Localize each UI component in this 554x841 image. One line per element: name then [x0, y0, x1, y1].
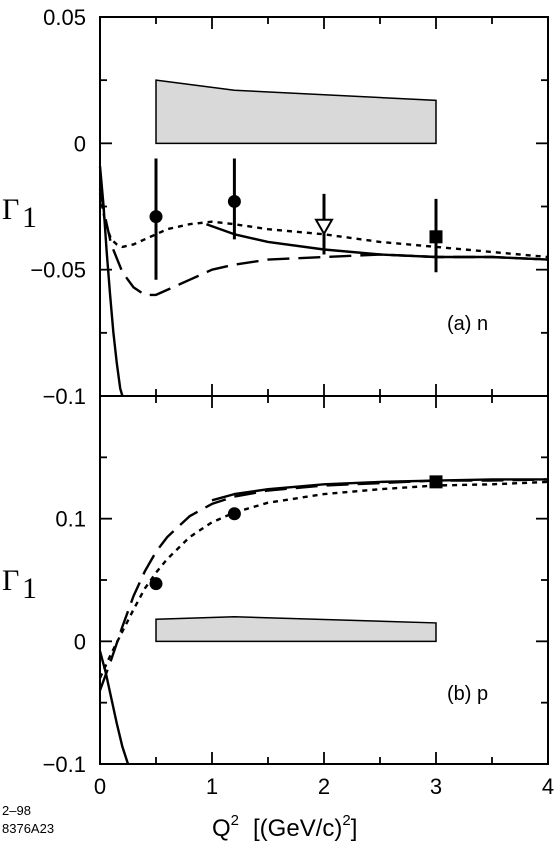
proton-ytick-label: 0	[74, 629, 86, 654]
x-axis-label-q: Q	[212, 815, 231, 841]
proton-y-axis-label: Γ	[2, 564, 19, 597]
proton-systematic-band	[155, 616, 437, 643]
proton-ytick-label: 0.1	[55, 507, 86, 532]
proton-xtick-label: 4	[542, 774, 554, 799]
neutron-y-axis-label: Γ	[2, 193, 19, 226]
neutron-curve-solid-0	[98, 165, 124, 397]
neutron-point-triangle-2	[314, 218, 334, 236]
panel-proton: −0.100.10 1 2 3 4Γ 1(b) p	[2, 395, 554, 799]
neutron-point-square-3	[429, 230, 443, 244]
proton-xtick-label: 1	[206, 774, 218, 799]
proton-panel-label: (b) p	[447, 683, 488, 705]
proton-curve-dashed-2	[98, 478, 549, 691]
neutron-systematic-band	[155, 79, 437, 145]
neutron-curve-dotted-3	[98, 193, 549, 259]
x-axis-label-unit-exponent: 2	[342, 812, 350, 829]
proton-curve-dotted-3	[98, 480, 549, 679]
proton-xtick-label: 3	[430, 774, 442, 799]
proton-point-square-2	[429, 475, 443, 489]
proton-point-circle-0	[149, 577, 163, 591]
proton-xtick-label: 2	[318, 774, 330, 799]
neutron-point-circle-0	[149, 210, 163, 224]
x-axis-label-unit: [(GeV/c)	[253, 815, 342, 841]
corner-note-line2: 8376A23	[2, 821, 54, 836]
neutron-curve-dashed-2	[98, 188, 549, 297]
proton-xtick-label: 0	[94, 774, 106, 799]
panel-neutron: −0.1 −0.05 0 0.05 Γ 1 (a) n	[2, 5, 549, 409]
proton-frame	[99, 395, 549, 765]
proton-y-axis-label-subscript: 1	[22, 572, 37, 605]
neutron-ytick-label: −0.05	[30, 258, 86, 283]
x-axis-label-exponent: 2	[231, 812, 239, 829]
proton-ytick-label: −0.1	[43, 752, 86, 777]
neutron-curve-solid-1	[205, 223, 549, 261]
proton-curve-solid-1	[211, 478, 548, 502]
neutron-y-axis-label-subscript: 1	[22, 201, 37, 234]
x-axis-label: Q2 [(GeV/c)2]	[212, 812, 357, 841]
x-axis-label-unit-close: ]	[351, 815, 358, 841]
neutron-ytick-label: −0.1	[43, 384, 86, 409]
neutron-ytick-label: 0	[74, 131, 86, 156]
corner-note-line1: 2–98	[2, 803, 31, 818]
neutron-ytick-label: 0.05	[43, 5, 86, 30]
neutron-point-circle-1	[227, 194, 241, 208]
neutron-panel-label: (a) n	[447, 313, 488, 335]
proton-point-circle-1	[227, 507, 241, 521]
